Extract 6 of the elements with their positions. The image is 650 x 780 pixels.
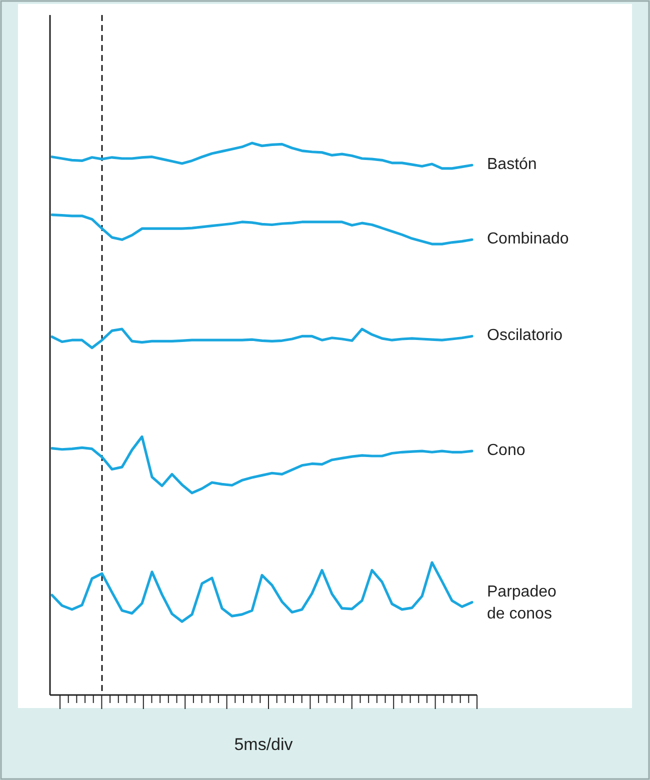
series-label: Parpadeo de conos xyxy=(487,583,556,623)
series-label: Cono xyxy=(487,442,526,460)
series-label: Bastón xyxy=(487,156,537,174)
series-label: Oscilatorio xyxy=(487,327,563,344)
series-label: Combinado xyxy=(487,230,569,248)
x-axis-title: 5ms/div xyxy=(234,735,294,754)
